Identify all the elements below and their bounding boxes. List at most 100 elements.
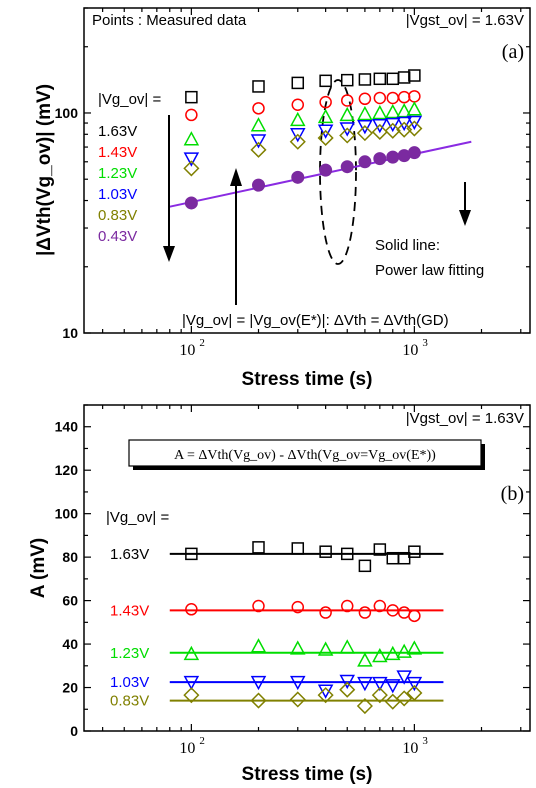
data-point	[291, 600, 305, 614]
data-point	[397, 90, 411, 104]
data-point	[317, 108, 334, 124]
legend-label: 1.43V	[98, 144, 137, 161]
data-point	[252, 541, 265, 554]
data-point	[291, 98, 305, 111]
data-point	[406, 120, 423, 137]
panel-b-axes-ticks: 10 2 10 3 0 20 40 60 80 100 120 140	[55, 404, 530, 757]
data-point	[408, 609, 421, 623]
data-point	[406, 676, 423, 692]
data-point	[396, 690, 413, 707]
data-point	[406, 640, 423, 655]
panel-a-marks	[169, 69, 472, 210]
data-point	[385, 679, 401, 694]
data-point	[340, 160, 354, 174]
data-point	[357, 652, 373, 667]
panel-b-legend-title: |Vg_ov| =	[106, 509, 169, 526]
y-tick-label: 20	[62, 680, 78, 696]
data-point	[339, 122, 356, 137]
panel-a-annotation-fit-line2: Power law fitting	[375, 262, 484, 279]
panel-a-legend-title: |Vg_ov| =	[98, 91, 161, 108]
panel-b: |Vgst_ov| = 1.63V A = ΔVth(Vg_ov) - ΔVth…	[28, 404, 531, 785]
x-tick-label: 10	[179, 342, 195, 359]
data-point	[373, 72, 387, 86]
data-point	[185, 108, 198, 122]
data-point	[291, 542, 305, 555]
data-point	[319, 545, 332, 558]
data-point	[183, 160, 200, 177]
legend-label: 1.43V	[110, 602, 149, 619]
data-point	[184, 196, 198, 210]
data-point	[339, 681, 356, 698]
data-point	[372, 676, 388, 692]
x-tick-label: 10	[402, 740, 418, 757]
data-point	[319, 74, 332, 88]
data-point	[252, 102, 265, 115]
data-point	[396, 103, 412, 118]
legend-label: 1.23V	[98, 165, 137, 182]
data-point	[183, 645, 200, 661]
data-point	[397, 606, 411, 619]
data-point	[408, 69, 421, 82]
data-point	[356, 697, 373, 715]
data-point	[252, 178, 266, 192]
data-point	[358, 559, 372, 573]
data-point	[183, 131, 200, 146]
data-point	[357, 120, 373, 135]
panel-a-y-label: |ΔVth(Vg_ov)| (mV)	[34, 84, 55, 256]
panel-b-frame	[83, 404, 531, 732]
data-point	[372, 647, 388, 663]
data-point	[406, 115, 423, 131]
legend-label: 1.03V	[110, 674, 149, 691]
data-point	[356, 125, 373, 142]
data-point	[291, 76, 305, 90]
legend-label: 1.63V	[98, 123, 137, 140]
data-point	[397, 71, 411, 84]
x-tick-label: 10	[402, 342, 418, 359]
panel-a-legend: 1.63V 1.43V 1.23V 1.03V 0.83V 0.43V	[98, 123, 137, 245]
data-point	[358, 73, 372, 86]
data-point	[357, 676, 373, 692]
y-tick-label: 60	[62, 593, 78, 609]
panel-b-formula-box	[128, 439, 482, 467]
data-point	[339, 639, 356, 654]
arrow-legend-down-head	[163, 246, 175, 262]
panel-b-y-label: A (mV)	[28, 538, 49, 599]
panel-a-tag: (a)	[502, 41, 524, 63]
panel-b-x-label: Stress time (s)	[242, 764, 373, 785]
y-tick-label: 40	[62, 636, 78, 652]
legend-label: 0.83V	[110, 693, 149, 710]
arrow-fit-down-head	[459, 210, 471, 226]
data-point	[317, 129, 334, 147]
panel-a-axes-ticks: 10 2 10 3 10 100	[55, 7, 530, 359]
data-point	[319, 163, 333, 177]
data-point	[185, 90, 198, 104]
data-point	[183, 687, 200, 704]
data-point	[385, 117, 401, 133]
data-point	[317, 687, 334, 704]
data-point	[250, 141, 267, 158]
panel-b-legend: 1.63V 1.43V 1.23V 1.03V 0.83V	[110, 546, 149, 710]
data-point	[373, 599, 387, 613]
data-point	[396, 116, 412, 132]
y-tick-label: 0	[70, 723, 78, 739]
y-tick-label: 80	[62, 549, 78, 565]
data-point	[340, 73, 354, 87]
data-point	[371, 123, 388, 141]
panel-b-tag: (b)	[501, 483, 524, 505]
y-tick-label: 100	[55, 506, 79, 522]
panel-a: Points : Measured data |Vgst_ov| = 1.63V…	[34, 7, 531, 390]
data-point	[250, 638, 267, 653]
data-point	[408, 545, 421, 558]
data-point	[290, 640, 306, 655]
data-point	[252, 80, 265, 93]
data-point	[406, 101, 423, 116]
power-law-fit-line	[169, 140, 472, 208]
data-point	[250, 692, 267, 709]
x-tick-label-exp: 2	[199, 735, 205, 747]
data-point	[407, 146, 421, 160]
data-point	[317, 641, 334, 656]
data-point	[358, 155, 372, 169]
panel-a-frame	[83, 7, 531, 334]
data-point	[185, 603, 198, 616]
legend-label: 1.63V	[110, 546, 149, 563]
